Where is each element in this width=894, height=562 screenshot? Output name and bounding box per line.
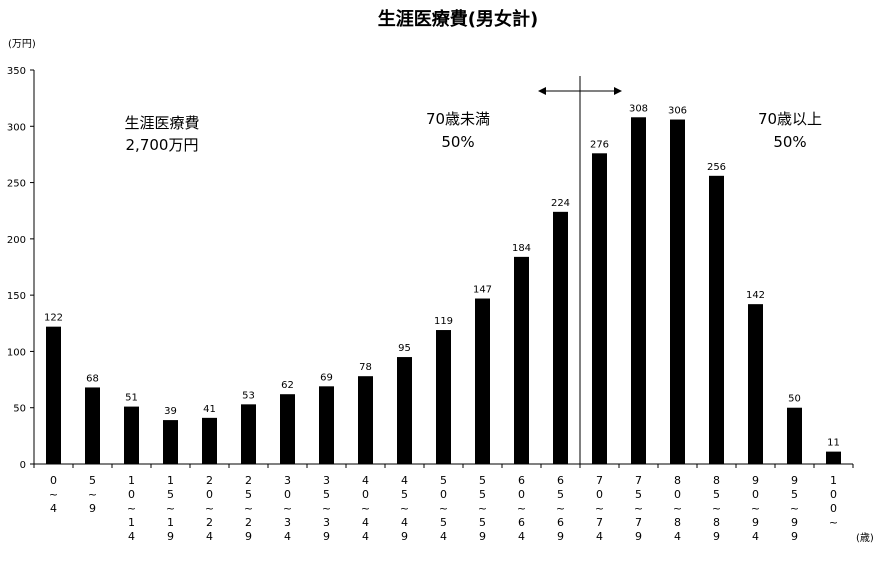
bar	[124, 406, 139, 464]
x-category-label: 2 5 ~2 9	[244, 474, 253, 543]
bar-value-label: 306	[668, 106, 687, 117]
x-category-label: 1 0 0 ~	[829, 474, 838, 529]
bar-value-label: 147	[473, 285, 492, 296]
bar-value-label: 256	[707, 162, 726, 173]
x-category-label: 4 5 ~4 9	[400, 474, 409, 543]
bar-value-label: 39	[164, 406, 177, 417]
x-category-label: 3 0 ~3 4	[283, 474, 292, 543]
bar-value-label: 78	[359, 362, 372, 373]
x-category-label: 2 0 ~2 4	[205, 474, 214, 543]
bar-value-label: 11	[827, 438, 840, 449]
bar-value-label: 119	[434, 316, 453, 327]
bars	[46, 117, 841, 464]
x-category-label: 5 0 ~5 4	[439, 474, 448, 543]
bar	[46, 326, 61, 464]
x-category-label: 3 5 ~3 9	[322, 474, 331, 543]
bar	[787, 407, 802, 464]
bar-value-label: 95	[398, 343, 411, 354]
bar	[280, 394, 295, 464]
x-category-label: 7 5 ~7 9	[634, 474, 643, 543]
bar-value-label: 224	[551, 198, 570, 209]
x-category-label: 5 5 ~5 9	[478, 474, 487, 543]
bar	[436, 330, 451, 464]
x-category-label: 9 0 ~9 4	[751, 474, 760, 543]
y-tick-label: 0	[20, 460, 26, 471]
x-category-label: 8 0 ~8 4	[673, 474, 682, 543]
x-axis-unit: (歳)	[856, 532, 874, 544]
x-category-label: 6 5 ~6 9	[556, 474, 565, 543]
divider-arrow-right-head	[614, 87, 622, 95]
x-category-label: 8 5 ~8 9	[712, 474, 721, 543]
y-tick-label: 350	[7, 66, 26, 77]
bar-value-label: 62	[281, 380, 294, 391]
bar	[709, 175, 724, 464]
bar-value-label: 122	[44, 313, 63, 324]
age-70-divider	[538, 76, 622, 464]
under-70-share: 50%	[441, 133, 474, 151]
divider-arrow-left-head	[538, 87, 546, 95]
x-category-label: 4 0 ~4 4	[361, 474, 370, 543]
bar-value-label: 51	[125, 393, 138, 404]
data-labels: 122 68 51 39 41 53 62 69 78 95 119 147 184 224 276 308 3…	[44, 103, 840, 448]
bar-value-label: 142	[746, 290, 765, 301]
bar	[163, 420, 178, 464]
x-category-label: 0 ~4	[49, 474, 58, 515]
y-tick-label: 250	[7, 179, 26, 190]
bar	[202, 417, 217, 464]
x-category-label: 5 ~9	[88, 474, 97, 515]
bar	[670, 119, 685, 464]
category-labels: 0 ~4 5 ~9 1 0 ~1 4 1 5 ~1 9 2 0 ~2 4 2 5 ~2 9 3 0 ~3 4 3 5 ~3 9 4 0 ~4…	[49, 474, 838, 543]
bar	[826, 451, 841, 464]
total-cost-value: 2,700万円	[126, 136, 199, 154]
bar-value-label: 68	[86, 373, 99, 384]
chart-title: 生涯医療費(男女計)	[378, 8, 538, 30]
bar-value-label: 69	[320, 372, 333, 383]
x-category-label: 1 5 ~1 9	[166, 474, 175, 543]
bar	[553, 211, 568, 464]
bar	[319, 386, 334, 464]
x-category-label: 9 5 ~9 9	[790, 474, 799, 543]
bar-value-label: 308	[629, 103, 648, 114]
over-70-label: 70歳以上	[758, 110, 822, 128]
under-70-label: 70歳未満	[426, 110, 490, 128]
y-tick-label: 200	[7, 235, 26, 246]
x-category-label: 7 0 ~7 4	[595, 474, 604, 543]
bar	[358, 376, 373, 464]
bar-value-label: 50	[788, 394, 801, 405]
y-tick-label: 300	[7, 122, 26, 133]
bar-value-label: 276	[590, 139, 609, 150]
bar	[85, 387, 100, 464]
bar	[592, 153, 607, 464]
bar	[475, 298, 490, 464]
bar	[514, 256, 529, 464]
y-tick-label: 100	[7, 347, 26, 358]
bar-value-label: 184	[512, 243, 531, 254]
bar	[241, 404, 256, 464]
y-tick-label: 50	[13, 404, 26, 415]
bar	[631, 117, 646, 464]
over-70-share: 50%	[773, 133, 806, 151]
bar-value-label: 53	[242, 390, 255, 401]
y-axis-unit: (万円)	[8, 39, 36, 50]
bar	[397, 357, 412, 464]
bar	[748, 304, 763, 464]
total-cost-label: 生涯医療費	[124, 114, 199, 132]
bar-value-label: 41	[203, 404, 216, 415]
y-tick-label: 150	[7, 291, 26, 302]
x-category-label: 1 0 ~1 4	[127, 474, 136, 543]
x-category-label: 6 0 ~6 4	[517, 474, 526, 543]
